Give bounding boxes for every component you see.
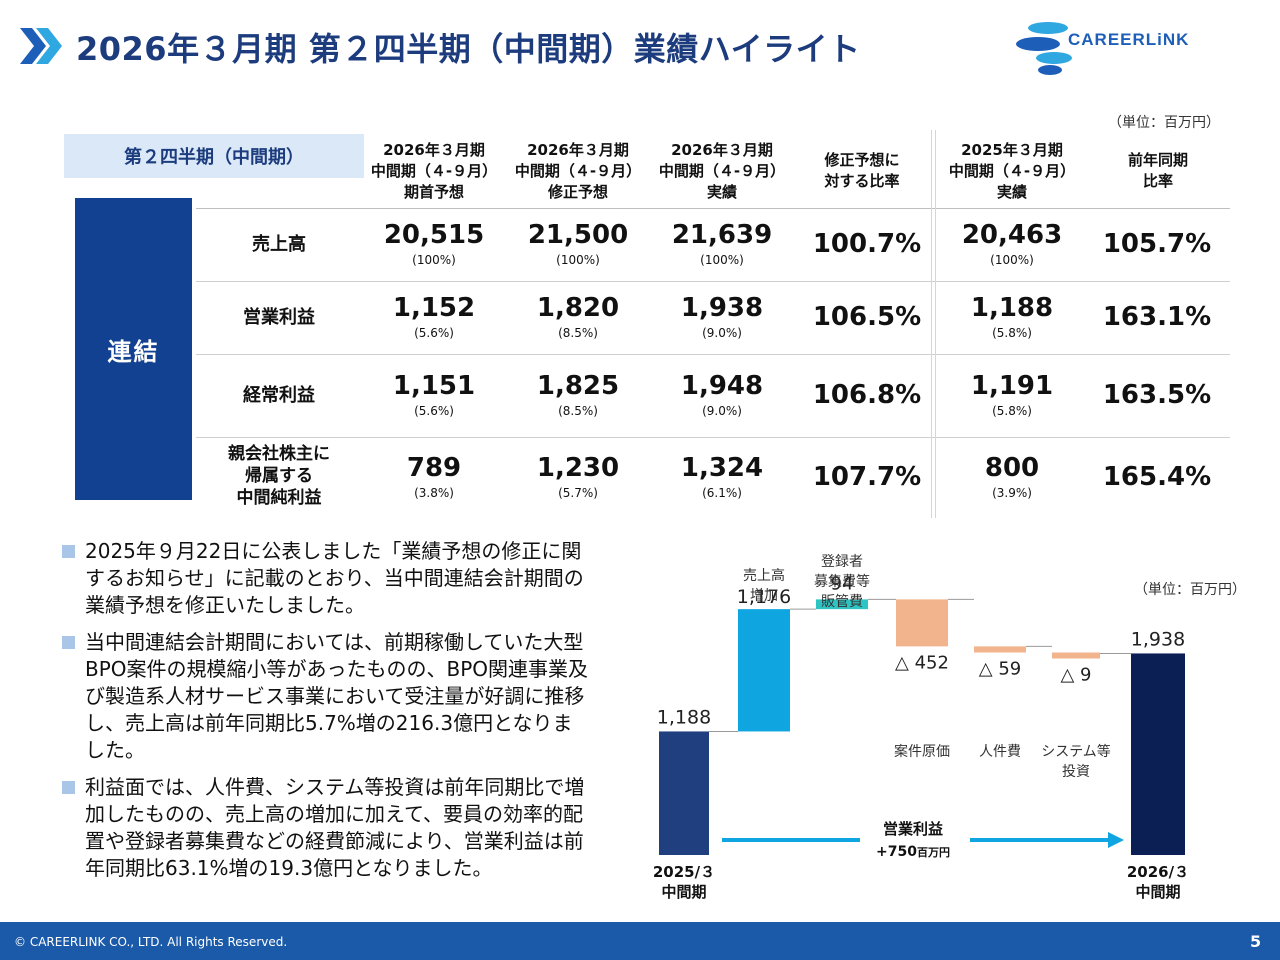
bullet-item: 当中間連結会計期間においては、前期稼働していた大型BPO案件の規模縮小等があった… bbox=[62, 629, 592, 764]
arrow-head-icon bbox=[1108, 832, 1124, 848]
bar-value-label: 1,176 bbox=[737, 586, 791, 608]
bar-category-label: 販管費 bbox=[821, 594, 863, 610]
table-divider bbox=[196, 437, 1230, 438]
table-divider bbox=[196, 354, 1230, 355]
col-header-initial-forecast: 2026年３月期 中間期（４-９月） 期首予想 bbox=[370, 140, 498, 201]
cell-revised: 21,500 (100%) bbox=[527, 220, 629, 267]
arrow-value: +750百万円 bbox=[876, 844, 950, 860]
page-number: 5 bbox=[1250, 932, 1262, 951]
column-separator bbox=[931, 130, 936, 518]
page-title: 2026年３月期 第２四半期（中間期）業績ハイライト bbox=[76, 30, 861, 68]
careerlink-logo: CAREERLiNK bbox=[1016, 22, 1189, 75]
chevron-right-icon bbox=[20, 28, 62, 64]
waterfall-bar bbox=[896, 599, 948, 647]
bar-value-label: 1,938 bbox=[1131, 628, 1185, 650]
cell-yoy: 105.7% bbox=[1102, 229, 1212, 259]
cell-actual: 1,948 (9.0%) bbox=[680, 371, 764, 418]
bullet-item: 2025年９月22日に公表しました「業績予想の修正に関するお知らせ」に記載のとお… bbox=[62, 538, 592, 619]
cell-yoy: 163.5% bbox=[1102, 380, 1212, 410]
table-divider bbox=[196, 281, 1230, 282]
bar-value-label: 1,188 bbox=[657, 706, 711, 728]
col-header-vs-revised: 修正予想に 対する比率 bbox=[824, 151, 900, 190]
copyright-text: © CAREERLINK CO., LTD. All Rights Reserv… bbox=[14, 935, 288, 949]
bar-category-label: 増加 bbox=[750, 588, 778, 604]
table-divider bbox=[196, 208, 1230, 209]
cell-prev: 20,463 (100%) bbox=[961, 220, 1063, 267]
arrow-label: 営業利益 bbox=[883, 820, 943, 838]
bar-category-label: 登録者 bbox=[821, 554, 863, 570]
bar-category-label: 中間期 bbox=[1135, 883, 1180, 901]
bar-category-label: 案件原価 bbox=[894, 743, 950, 760]
cell-initial: 1,151 (5.6%) bbox=[392, 371, 476, 418]
row-label-ordinary-profit: 経常利益 bbox=[243, 384, 315, 406]
cell-revised: 1,820 (8.5%) bbox=[536, 293, 620, 340]
bar-category-label: 投資 bbox=[1062, 764, 1090, 780]
cell-yoy: 163.1% bbox=[1102, 302, 1212, 332]
cell-vs-revised: 100.7% bbox=[812, 229, 922, 259]
bullet-marker bbox=[62, 781, 75, 794]
waterfall-chart: （単位：百万円） 1,188 1,176 94 △ 452 △ 59 △ 9 1,938 202… bbox=[653, 554, 1246, 901]
bar-value-label: △ 452 bbox=[895, 652, 949, 673]
col-header-actual: 2026年３月期 中間期（４-９月） 実績 bbox=[658, 140, 786, 201]
col-header-revised-forecast: 2026年３月期 中間期（４-９月） 修正予想 bbox=[514, 140, 642, 201]
cell-prev: 1,191 (5.8%) bbox=[970, 371, 1054, 418]
cell-initial: 1,152 (5.6%) bbox=[392, 293, 476, 340]
waterfall-bar bbox=[1052, 652, 1100, 659]
bar-value-label: △ 59 bbox=[979, 659, 1021, 680]
waterfall-bar bbox=[1131, 653, 1185, 855]
bar-category-label: 売上高 bbox=[743, 567, 785, 584]
waterfall-bar bbox=[659, 731, 709, 855]
cell-actual: 1,324 (6.1%) bbox=[680, 453, 764, 500]
waterfall-bar bbox=[738, 609, 790, 732]
bullet-marker bbox=[62, 636, 75, 649]
cell-prev: 1,188 (5.8%) bbox=[970, 293, 1054, 340]
row-label-sales: 売上高 bbox=[252, 233, 306, 255]
cell-actual: 1,938 (9.0%) bbox=[680, 293, 764, 340]
cell-yoy: 165.4% bbox=[1102, 462, 1212, 492]
waterfall-bar bbox=[816, 599, 868, 610]
row-label-operating-profit: 営業利益 bbox=[243, 306, 315, 328]
cell-actual: 21,639 (100%) bbox=[671, 220, 773, 267]
bar-category-label: 2025/３ bbox=[653, 863, 715, 881]
cell-vs-revised: 106.8% bbox=[812, 380, 922, 410]
arrow-label-bg bbox=[860, 818, 970, 864]
bullet-list: 2025年９月22日に公表しました「業績予想の修正に関するお知らせ」に記載のとお… bbox=[62, 538, 592, 892]
bar-value-label: △ 9 bbox=[1060, 665, 1091, 686]
bar-value-label: 94 bbox=[831, 573, 854, 594]
col-header-prev-actual: 2025年３月期 中間期（４-９月） 実績 bbox=[948, 140, 1076, 201]
waterfall-bar bbox=[974, 646, 1026, 653]
table-section-label: 第２四半期（中間期） bbox=[64, 134, 364, 178]
cell-prev: 800 (3.9%) bbox=[984, 453, 1040, 500]
cell-revised: 1,825 (8.5%) bbox=[536, 371, 620, 418]
cell-revised: 1,230 (5.7%) bbox=[536, 453, 620, 500]
logo-text: CAREERLiNK bbox=[1068, 30, 1189, 49]
footer-bar bbox=[0, 922, 1280, 960]
bar-category-label: 中間期 bbox=[661, 883, 706, 901]
bullet-item: 利益面では、人件費、システム等投資は前年同期比で増加したものの、売上高の増加に加… bbox=[62, 774, 592, 882]
col-header-yoy: 前年同期 比率 bbox=[1127, 151, 1188, 190]
bar-category-label: システム等 bbox=[1041, 743, 1111, 760]
group-label-consolidated: 連結 bbox=[75, 198, 192, 500]
chart-unit: （単位：百万円） bbox=[1134, 582, 1246, 598]
cell-vs-revised: 107.7% bbox=[812, 462, 922, 492]
bar-category-label: 募集費等 bbox=[814, 573, 870, 590]
arrow-value-number: +750 bbox=[876, 844, 917, 860]
bullet-marker bbox=[62, 545, 75, 558]
table-unit: （単位：百万円） bbox=[1108, 115, 1220, 131]
bar-category-label: 人件費 bbox=[979, 744, 1021, 760]
cell-initial: 20,515 (100%) bbox=[383, 220, 485, 267]
arrow-value-unit: 百万円 bbox=[917, 846, 950, 859]
cell-initial: 789 (3.8%) bbox=[406, 453, 462, 500]
bar-category-label: 2026/３ bbox=[1127, 863, 1189, 881]
row-label-net-income: 親会社株主に 帰属する 中間純利益 bbox=[228, 444, 330, 508]
cell-vs-revised: 106.5% bbox=[812, 302, 922, 332]
